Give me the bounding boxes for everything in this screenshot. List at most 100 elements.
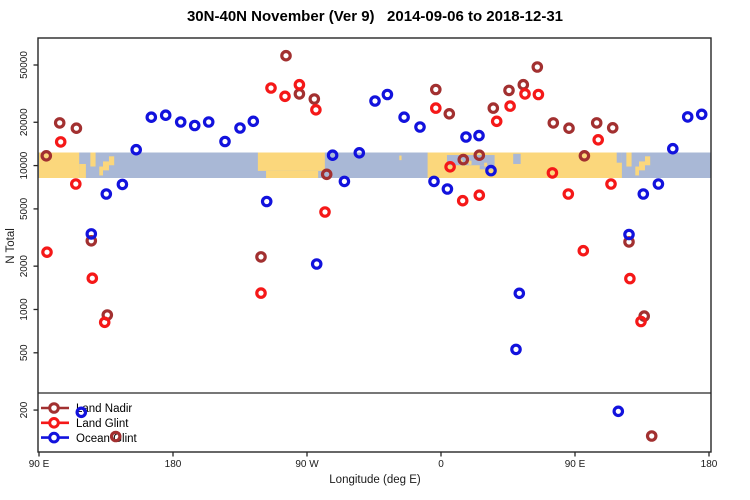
- data-point-land-nadir: [443, 108, 456, 120]
- y-tick-label: 50000: [19, 51, 30, 79]
- data-point-land-nadir: [606, 122, 619, 134]
- data-point-land-nadir: [473, 149, 486, 161]
- x-axis-title: Longitude (deg E): [329, 474, 421, 486]
- data-point-ocean-glint: [174, 116, 187, 128]
- data-point-ocean-glint: [460, 131, 472, 143]
- data-point-land-glint: [310, 104, 322, 116]
- data-point-land-nadir: [255, 251, 267, 263]
- y-tick-label: 2000: [19, 255, 30, 278]
- map-band-island: [460, 159, 463, 164]
- data-point-land-nadir: [457, 153, 470, 166]
- data-point-ocean-glint: [247, 115, 260, 128]
- map-band-land: [635, 166, 640, 176]
- y-tick-label: 500: [19, 344, 30, 361]
- map-band-land: [644, 156, 651, 166]
- map-band-sea: [513, 153, 521, 164]
- data-point-land-glint: [255, 287, 267, 299]
- data-point-land-glint: [546, 167, 559, 179]
- map-band-land: [257, 152, 325, 171]
- data-point-ocean-glint: [202, 116, 215, 128]
- data-point-land-nadir: [320, 168, 333, 181]
- data-point-land-glint: [562, 188, 575, 200]
- data-point-land-glint: [70, 178, 82, 190]
- data-point-land-glint: [605, 178, 617, 190]
- data-point-ocean-glint: [637, 188, 650, 200]
- data-point-land-nadir: [517, 78, 530, 91]
- data-point-ocean-glint: [100, 188, 113, 200]
- map-band-land: [90, 152, 96, 167]
- legend-label: Ocean Glint: [76, 433, 138, 445]
- data-point-land-nadir: [547, 117, 560, 129]
- data-point-land-nadir: [531, 61, 544, 73]
- data-point-ocean-glint: [681, 111, 694, 123]
- chart-title: 30N-40N November (Ver 9) 2014-09-06 to 2…: [186, 8, 564, 25]
- map-band-land: [39, 152, 80, 178]
- legend-key-marker: [48, 417, 60, 429]
- data-point-ocean-glint: [234, 122, 246, 134]
- legend-label: Land Glint: [76, 418, 129, 430]
- plot-border: [37, 37, 712, 453]
- data-point-ocean-glint: [145, 111, 158, 123]
- y-tick-label: 1000: [19, 298, 30, 321]
- data-point-land-glint: [519, 88, 531, 100]
- data-point-land-glint: [86, 272, 99, 284]
- legend-key-marker: [48, 431, 60, 444]
- data-point-land-glint: [592, 134, 604, 146]
- map-band-land: [99, 166, 104, 176]
- data-point-land-glint: [279, 90, 291, 103]
- data-point-land-nadir: [40, 150, 53, 162]
- data-point-land-nadir: [429, 83, 442, 96]
- legend-key-marker: [48, 402, 60, 414]
- data-point-ocean-glint: [353, 147, 366, 159]
- data-point-land-nadir: [308, 93, 321, 105]
- data-point-ocean-glint: [398, 111, 410, 123]
- map-band-land: [626, 152, 632, 167]
- map-band-sea: [616, 152, 622, 163]
- data-point-land-glint: [265, 82, 277, 94]
- data-point-land-nadir: [53, 117, 66, 129]
- data-point-ocean-glint: [116, 178, 129, 191]
- data-point-ocean-glint: [159, 109, 172, 121]
- data-point-land-nadir: [70, 122, 83, 134]
- data-point-ocean-glint: [381, 88, 394, 101]
- data-point-land-nadir: [563, 122, 575, 134]
- data-point-land-nadir: [578, 150, 591, 162]
- data-point-land-glint: [98, 316, 111, 329]
- map-band-island: [484, 162, 488, 167]
- data-point-ocean-glint: [652, 178, 665, 190]
- data-point-ocean-glint: [414, 121, 426, 133]
- map-band-land: [639, 161, 645, 171]
- data-point-ocean-glint: [473, 129, 485, 142]
- data-point-land-glint: [577, 244, 590, 257]
- data-point-ocean-glint: [513, 287, 526, 300]
- data-point-land-glint: [490, 115, 503, 128]
- map-band-land: [399, 155, 402, 161]
- data-point-land-glint: [319, 206, 331, 218]
- x-tick-label: 90 E: [29, 459, 50, 470]
- data-point-land-nadir: [280, 49, 292, 62]
- data-point-land-glint: [635, 315, 647, 328]
- map-band-land: [79, 163, 86, 178]
- y-tick-label: 5000: [19, 197, 30, 220]
- data-point-ocean-glint: [188, 119, 201, 132]
- data-point-ocean-glint: [369, 95, 381, 107]
- data-point-land-nadir: [590, 117, 603, 129]
- data-point-land-glint: [504, 100, 516, 112]
- data-point-ocean-glint: [260, 195, 273, 208]
- x-tick-label: 180: [165, 459, 182, 470]
- data-point-land-glint: [293, 78, 306, 91]
- data-point-land-glint: [532, 88, 545, 101]
- data-point-land-nadir: [293, 88, 306, 100]
- data-point-land-glint: [624, 272, 636, 285]
- x-tick-label: 0: [438, 459, 444, 470]
- data-point-ocean-glint: [85, 228, 98, 240]
- data-point-land-glint: [444, 161, 456, 173]
- y-tick-label: 10000: [19, 151, 30, 179]
- data-point-ocean-glint: [310, 258, 323, 270]
- map-band-land: [103, 161, 109, 171]
- data-point-ocean-glint: [612, 405, 625, 418]
- y-tick-label: 20000: [19, 108, 30, 136]
- data-point-land-glint: [41, 246, 53, 258]
